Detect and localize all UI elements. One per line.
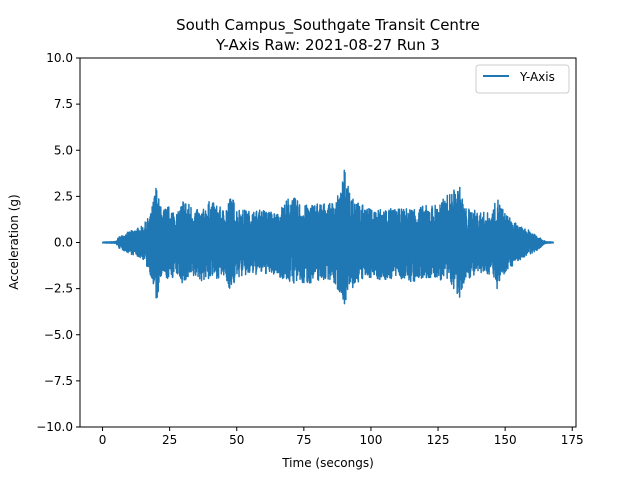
- y-tick-label: −10.0: [36, 420, 73, 434]
- x-tick-label: 50: [229, 433, 244, 447]
- y-axis: −10.0 −7.5 −5.0 −2.5 0.0 2.5 5.0 7.5 10.0: [36, 51, 80, 434]
- x-axis-label: Time (secongs): [281, 456, 374, 470]
- y-tick-label: −2.5: [44, 282, 73, 296]
- series-line-y-axis: [101, 169, 555, 305]
- y-tick-label: 10.0: [46, 51, 73, 65]
- x-tick-label: 175: [561, 433, 584, 447]
- x-tick-label: 0: [99, 433, 107, 447]
- y-tick-label: 5.0: [54, 143, 73, 157]
- x-tick-label: 25: [162, 433, 177, 447]
- x-tick-label: 125: [427, 433, 450, 447]
- legend-box: [475, 64, 570, 94]
- y-tick-label: −5.0: [44, 328, 73, 342]
- y-tick-label: 7.5: [54, 97, 73, 111]
- x-tick-label: 150: [494, 433, 517, 447]
- y-tick-label: 0.0: [54, 236, 73, 250]
- y-axis-label: Acceleration (g): [7, 194, 21, 289]
- chart-subtitle: Y-Axis Raw: 2021-08-27 Run 3: [215, 36, 440, 54]
- x-tick-label: 75: [296, 433, 311, 447]
- legend-label-y-axis: Y-Axis: [519, 70, 555, 84]
- legend: Y-Axis: [475, 64, 570, 94]
- x-tick-label: 100: [359, 433, 382, 447]
- series-layer: [101, 169, 555, 305]
- chart-title: South Campus_Southgate Transit Centre: [176, 16, 480, 35]
- y-tick-label: 2.5: [54, 189, 73, 203]
- x-axis: 0 25 50 75 100 125 150 175: [99, 427, 584, 447]
- y-tick-label: −7.5: [44, 374, 73, 388]
